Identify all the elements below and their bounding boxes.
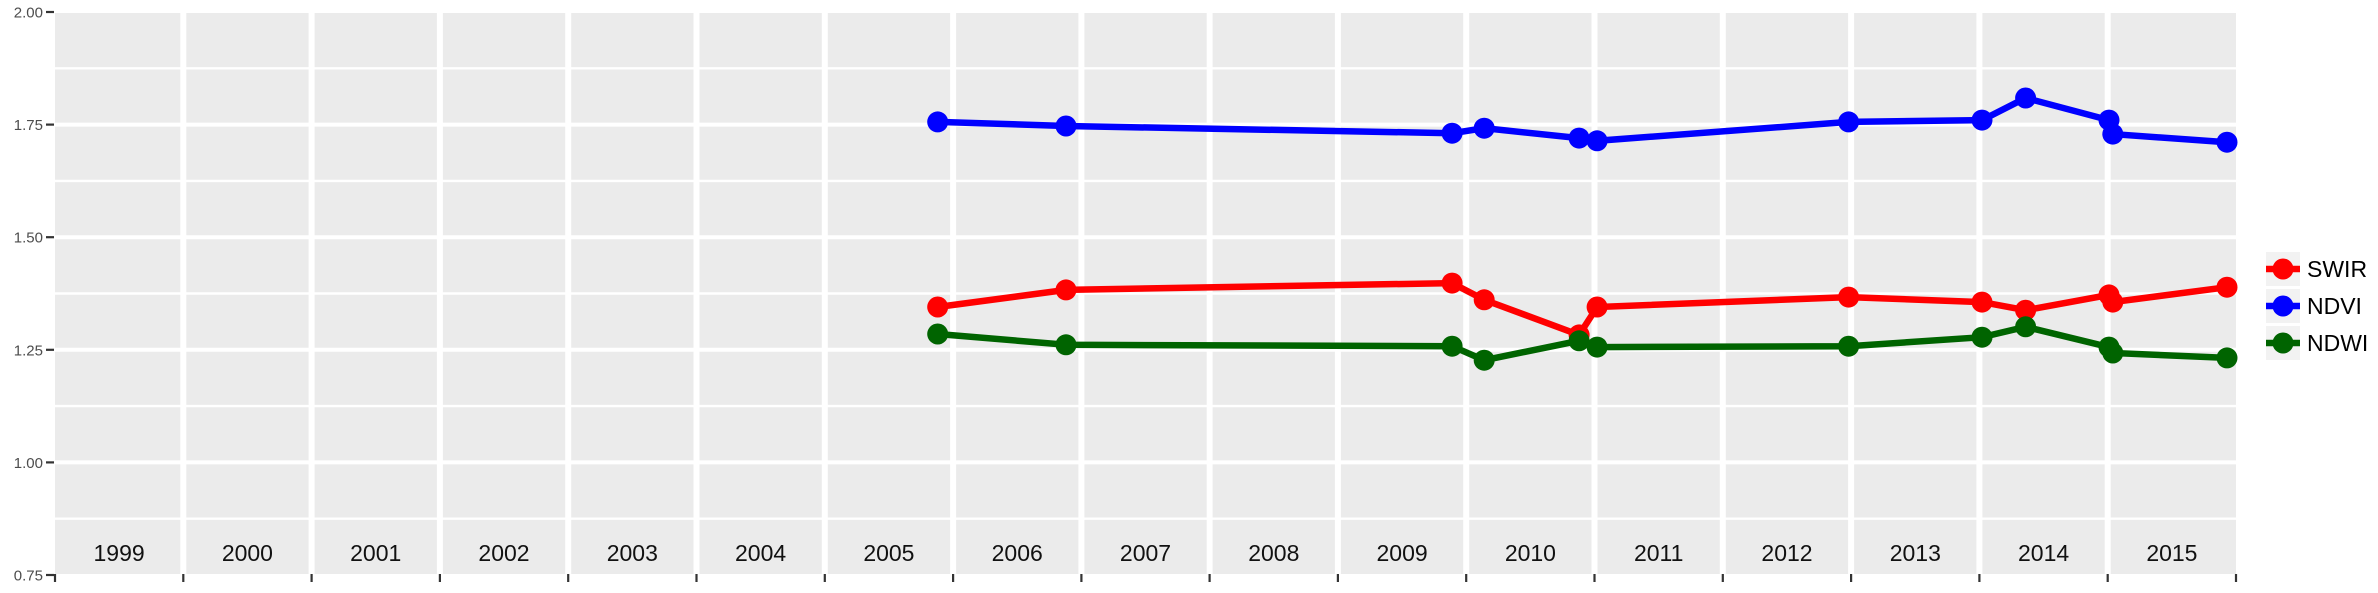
legend-item-ndwi: NDWI bbox=[2266, 326, 2368, 360]
x-year-label: 2002 bbox=[478, 540, 529, 566]
data-point-ndwi bbox=[1586, 336, 1608, 358]
data-point-ndwi bbox=[2015, 316, 2037, 338]
x-year-label: 2015 bbox=[2146, 540, 2197, 566]
data-point-ndvi bbox=[1838, 111, 1860, 133]
legend-item-ndvi: NDVI bbox=[2266, 289, 2368, 323]
x-year-label: 2006 bbox=[992, 540, 1043, 566]
data-point-swir bbox=[2102, 291, 2124, 313]
data-point-swir bbox=[1473, 289, 1495, 311]
x-year-label: 2000 bbox=[222, 540, 273, 566]
data-point-ndvi bbox=[1586, 130, 1608, 152]
data-point-ndwi bbox=[1568, 330, 1590, 352]
x-year-label: 2014 bbox=[2018, 540, 2069, 566]
data-point-ndwi bbox=[1838, 335, 1860, 357]
x-year-label: 2009 bbox=[1377, 540, 1428, 566]
data-point-ndvi bbox=[1055, 115, 1077, 137]
data-point-ndvi bbox=[927, 111, 949, 133]
x-year-label: 2007 bbox=[1120, 540, 1171, 566]
data-point-ndwi bbox=[2216, 347, 2238, 369]
legend-label-swir: SWIR bbox=[2307, 256, 2368, 282]
data-point-swir bbox=[1055, 279, 1077, 301]
data-point-swir bbox=[1838, 286, 1860, 308]
legend-label-ndvi: NDVI bbox=[2307, 293, 2362, 319]
data-point-ndwi bbox=[1055, 334, 1077, 356]
data-point-swir bbox=[1441, 272, 1463, 294]
data-point-ndwi bbox=[1473, 349, 1495, 371]
legend-label-ndwi: NDWI bbox=[2307, 330, 2369, 356]
legend-item-swir: SWIR bbox=[2266, 252, 2368, 286]
data-point-swir bbox=[1971, 291, 1993, 313]
x-year-label: 2010 bbox=[1505, 540, 1556, 566]
legend-key-ndwi-icon bbox=[2266, 326, 2300, 360]
y-axis-label: 1.50 bbox=[14, 230, 43, 247]
data-point-ndvi bbox=[2102, 123, 2124, 145]
x-year-label: 2012 bbox=[1761, 540, 1812, 566]
data-point-ndvi bbox=[1971, 109, 1993, 131]
x-year-label: 2005 bbox=[863, 540, 914, 566]
data-point-ndvi bbox=[2015, 87, 2037, 109]
x-year-label: 2003 bbox=[607, 540, 658, 566]
y-axis-label: 2.00 bbox=[14, 5, 43, 22]
data-point-ndwi bbox=[1441, 335, 1463, 357]
data-point-ndwi bbox=[2102, 342, 2124, 364]
data-point-swir bbox=[927, 296, 949, 318]
data-point-ndwi bbox=[927, 323, 949, 345]
legend-key-swir-icon bbox=[2266, 252, 2300, 286]
data-point-swir bbox=[2015, 299, 2037, 321]
data-point-ndvi bbox=[2216, 131, 2238, 153]
legend-key-ndvi-icon bbox=[2266, 289, 2300, 323]
data-point-ndvi bbox=[1441, 122, 1463, 144]
x-year-label: 1999 bbox=[94, 540, 145, 566]
y-axis-label: 1.25 bbox=[14, 342, 43, 359]
data-point-ndvi bbox=[1473, 117, 1495, 139]
x-year-label: 2004 bbox=[735, 540, 786, 566]
legend: SWIR NDVI NDWI bbox=[2266, 252, 2368, 360]
x-year-label: 2001 bbox=[350, 540, 401, 566]
x-year-label: 2011 bbox=[1634, 540, 1683, 566]
data-point-swir bbox=[1586, 296, 1608, 318]
y-axis-label: 1.75 bbox=[14, 117, 43, 134]
data-point-ndwi bbox=[1971, 326, 1993, 348]
x-year-label: 2008 bbox=[1248, 540, 1299, 566]
data-point-ndvi bbox=[1568, 127, 1590, 149]
y-axis-label: 1.00 bbox=[14, 455, 43, 472]
data-point-swir bbox=[2216, 276, 2238, 298]
x-year-label: 2013 bbox=[1890, 540, 1941, 566]
y-axis-label: 0.75 bbox=[14, 568, 43, 585]
